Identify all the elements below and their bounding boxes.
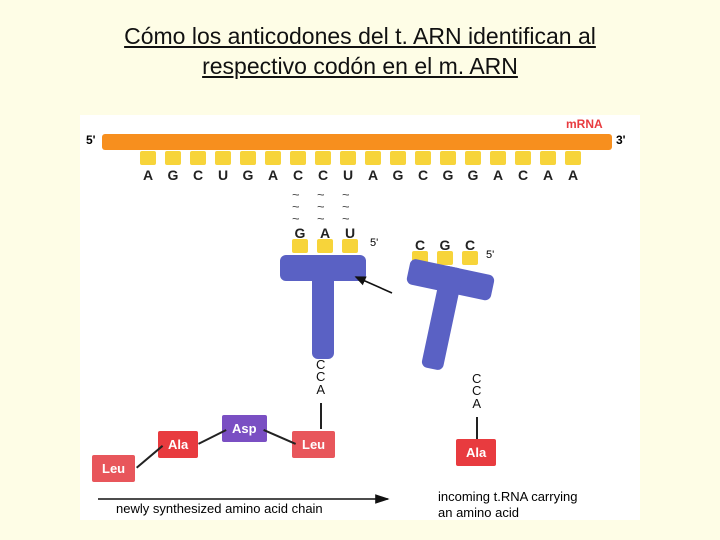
cca-tail: CCA	[316, 359, 325, 396]
arrow-incoming	[80, 115, 640, 520]
diagram-canvas: mRNA5'3'AGCUGACCUAGCGGACAA~~~~~~~~~GAU5'…	[80, 115, 640, 520]
amino-acid-asp: Asp	[222, 415, 267, 442]
amino-acid-leu: Leu	[292, 431, 335, 458]
bond-line	[320, 403, 322, 429]
amino-acid-incoming: Ala	[456, 439, 496, 466]
caption-incoming: incoming t.RNA carryingan amino acid	[438, 489, 577, 522]
cca-tail: CCA	[472, 373, 481, 410]
amino-acid-ala: Ala	[158, 431, 198, 458]
amino-acid-leu: Leu	[92, 455, 135, 482]
page-title: Cómo los anticodones del t. ARN identifi…	[0, 22, 720, 82]
caption-chain: newly synthesized amino acid chain	[116, 501, 323, 516]
bond-line	[476, 417, 478, 439]
